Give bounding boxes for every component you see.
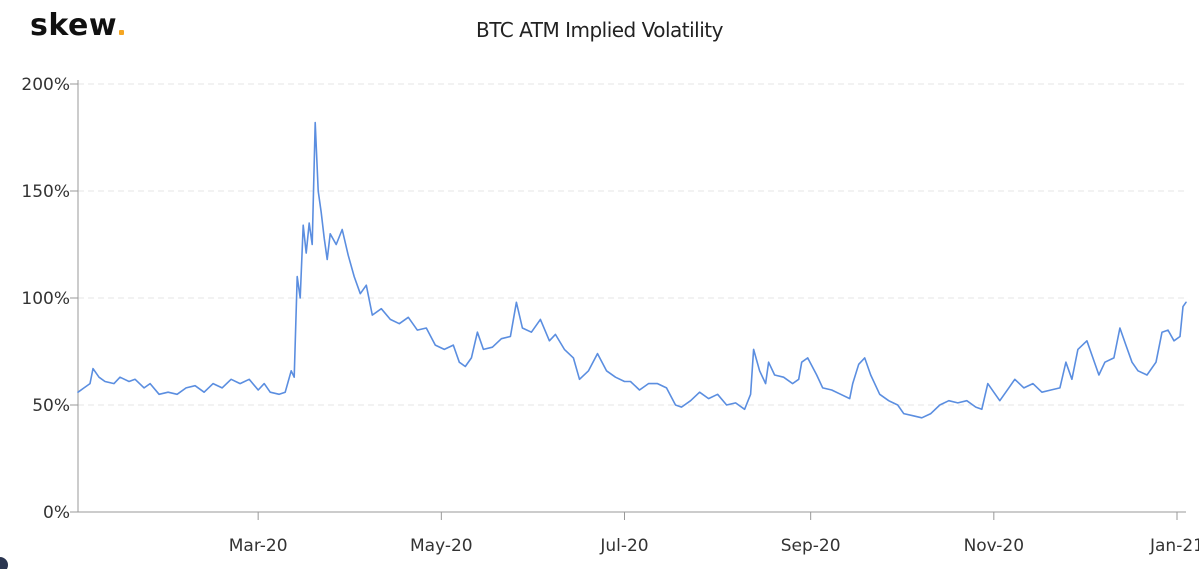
y-tick-label: 50% (32, 396, 70, 416)
y-tick-label: 100% (21, 289, 70, 309)
brand-logo: skew (30, 8, 125, 43)
brand-dot-icon (119, 30, 125, 35)
chart-title: BTC ATM Implied Volatility (476, 18, 723, 42)
corner-badge-icon (0, 557, 8, 569)
y-axis-ticks: 0% 50% 100% 150% 200% (21, 75, 78, 523)
x-tick-label: May-20 (410, 536, 473, 556)
series-layer (77, 121, 1187, 419)
x-tick-label: Sep-20 (781, 536, 841, 556)
y-tick-label: 0% (43, 503, 70, 523)
x-tick-label: Nov-20 (964, 536, 1025, 556)
axes (77, 80, 1186, 513)
x-tick-label: Mar-20 (229, 536, 288, 556)
brand-name: skew (30, 8, 118, 43)
y-tick-label: 150% (21, 182, 70, 202)
y-tick-label: 200% (21, 75, 70, 95)
series-line (77, 121, 1187, 419)
x-tick-label: Jul-20 (599, 536, 648, 556)
grid-lines (78, 83, 1186, 406)
x-tick-label: Jan-21 (1149, 536, 1199, 556)
x-axis-ticks: Mar-20 May-20 Jul-20 Sep-20 Nov-20 Jan-21 (229, 512, 1199, 556)
